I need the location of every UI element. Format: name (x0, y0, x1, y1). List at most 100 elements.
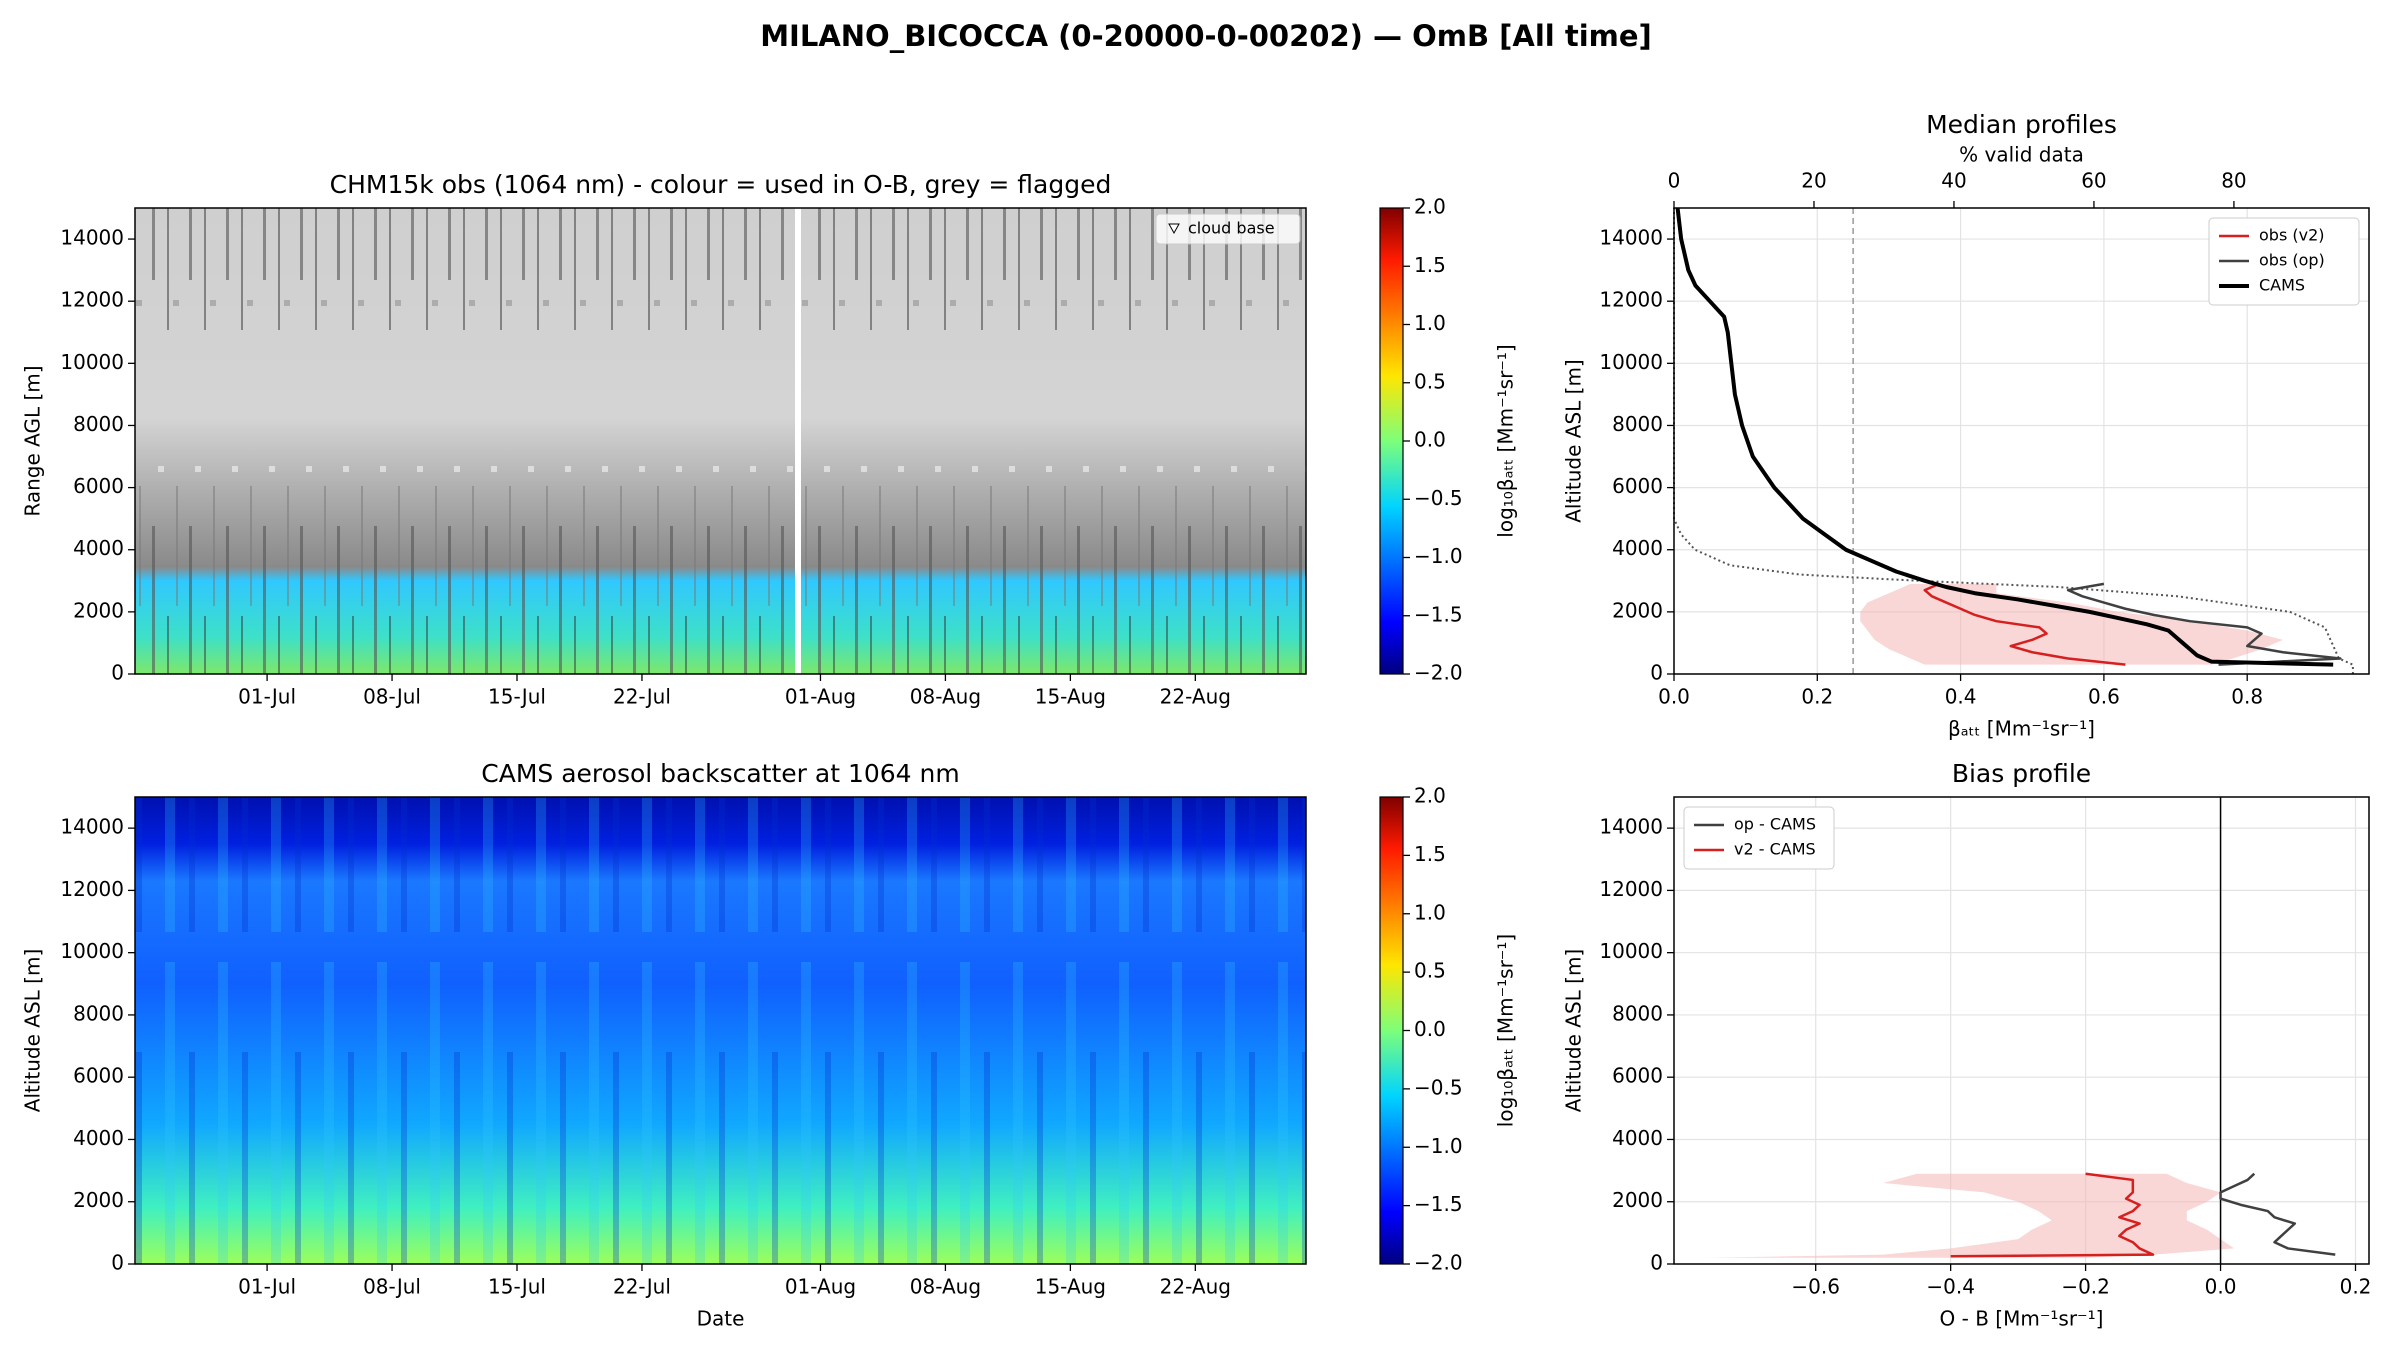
x2-tick-label: 0 (1668, 169, 1681, 193)
colorbar-tick-label: 1.5 (1414, 842, 1446, 866)
x-tick-label: −0.6 (1791, 1275, 1840, 1299)
x-tick-label: 15-Jul (488, 1275, 546, 1299)
x-tick-label: 22-Aug (1160, 1275, 1231, 1299)
y-tick-label: 12000 (60, 288, 124, 312)
colorbar-tick-label: 0.0 (1414, 428, 1446, 452)
y-tick-label: 10000 (60, 939, 124, 963)
subplot-title: Bias profile (1952, 759, 2091, 788)
colorbar-tick-label: 1.0 (1414, 311, 1446, 335)
profile-line (1675, 207, 2334, 667)
x-tick-label: 01-Aug (785, 685, 856, 709)
x2-tick-label: 20 (1801, 169, 1826, 193)
x2-tick-label: 40 (1941, 169, 1966, 193)
x-tick-label: 15-Jul (488, 685, 546, 709)
y-tick-label: 8000 (1612, 1001, 1663, 1025)
y-tick-label: 6000 (73, 474, 124, 498)
x-tick-label: 08-Jul (363, 1275, 421, 1299)
colorbar-tick-label: −1.5 (1414, 1192, 1463, 1216)
x-axis-label: βₐₜₜ [Mm⁻¹sr⁻¹] (1948, 717, 2095, 741)
colorbar-tick-label: −2.0 (1414, 1251, 1463, 1275)
x-tick-label: 0.2 (1801, 685, 1833, 709)
axes-frame (134, 796, 1307, 1265)
y-tick-label: 10000 (1599, 350, 1663, 374)
legend: cloud base (1155, 213, 1301, 245)
x-tick-label: 15-Aug (1035, 685, 1106, 709)
y-tick-label: 10000 (60, 350, 124, 374)
y-tick-label: 10000 (1599, 939, 1663, 963)
legend-marker (1168, 223, 1180, 235)
y-axis-label: Range AGL [m] (21, 365, 45, 516)
y-tick-label: 6000 (1612, 1064, 1663, 1088)
colorbar-tick-label: −1.5 (1414, 602, 1463, 626)
valid-data-line (1673, 208, 2354, 674)
y-axis-label: Altitude ASL [m] (21, 949, 45, 1112)
x-tick-label: 0.6 (2088, 685, 2120, 709)
y-tick-label: 2000 (1612, 1188, 1663, 1212)
heatmap-image (135, 208, 1306, 674)
colorbar-tick-label: 2.0 (1414, 195, 1446, 219)
y-tick-label: 12000 (1599, 877, 1663, 901)
subplot-title: CHM15k obs (1064 nm) - colour = used in … (330, 170, 1112, 199)
y-tick-label: 0 (1650, 1251, 1663, 1275)
x-tick-label: −0.4 (1926, 1275, 1975, 1299)
legend: op - CAMS v2 - CAMS (1683, 806, 1835, 870)
colorbar (1379, 207, 1404, 675)
x-tick-label: 01-Jul (238, 1275, 296, 1299)
y-tick-label: 12000 (60, 877, 124, 901)
y-tick-label: 0 (1650, 661, 1663, 685)
x-tick-label: 22-Jul (613, 1275, 671, 1299)
y-tick-label: 6000 (1612, 474, 1663, 498)
y-tick-label: 6000 (73, 1064, 124, 1088)
profile-line (1923, 582, 2126, 666)
colorbar-tick-label: −1.0 (1414, 544, 1463, 568)
y-tick-label: 14000 (60, 815, 124, 839)
colorbar (1379, 796, 1404, 1265)
axes-frame (1673, 796, 2370, 1265)
x-tick-label: 0.8 (2231, 685, 2263, 709)
y-tick-label: 14000 (1599, 226, 1663, 250)
colorbar-tick-label: 1.5 (1414, 253, 1446, 277)
x-tick-label: 08-Aug (910, 1275, 981, 1299)
y-tick-label: 14000 (60, 226, 124, 250)
heatmap-image (135, 797, 1306, 1264)
x-tick-label: −0.2 (2061, 1275, 2110, 1299)
subplot-title: Median profiles (1926, 110, 2117, 139)
colorbar-tick-label: −0.5 (1414, 1075, 1463, 1099)
legend-box (1683, 806, 1835, 870)
subplot-title: CAMS aerosol backscatter at 1064 nm (481, 759, 959, 788)
colorbar-tick-label: −2.0 (1414, 661, 1463, 685)
y-axis-label: Altitude ASL [m] (1562, 359, 1586, 522)
legend-label: cloud base (1188, 219, 1275, 238)
axes-frame (134, 207, 1307, 675)
y-tick-label: 12000 (1599, 288, 1663, 312)
profile-line (2066, 582, 2342, 666)
colorbar-tick-label: 0.5 (1414, 369, 1446, 393)
y-axis-label: Altitude ASL [m] (1562, 949, 1586, 1112)
colorbar-tick-label: 0.5 (1414, 959, 1446, 983)
profile-line (2219, 1172, 2336, 1256)
y-tick-label: 8000 (1612, 412, 1663, 436)
y-tick-label: 2000 (73, 1188, 124, 1212)
x-tick-label: 22-Jul (613, 685, 671, 709)
colorbar-tick-label: −1.0 (1414, 1134, 1463, 1158)
x-tick-label: 15-Aug (1035, 1275, 1106, 1299)
x-tick-label: 01-Aug (785, 1275, 856, 1299)
y-tick-label: 4000 (73, 1126, 124, 1150)
x2-tick-label: 60 (2081, 169, 2106, 193)
colorbar-tick-label: −0.5 (1414, 486, 1463, 510)
colorbar-tick-label: 2.0 (1414, 784, 1446, 808)
y-tick-label: 4000 (1612, 536, 1663, 560)
axes-frame (1673, 207, 2370, 675)
spread-band (1707, 1173, 2235, 1258)
legend-box (1155, 213, 1301, 245)
legend-label: obs (v2) (2259, 226, 2325, 245)
x-axis-label: O - B [Mm⁻¹sr⁻¹] (1940, 1307, 2104, 1331)
legend-label: CAMS (2259, 276, 2305, 295)
x2-tick-label: 80 (2221, 169, 2246, 193)
colorbar-label: log₁₀βₐₜₜ [Mm⁻¹sr⁻¹] (1494, 934, 1518, 1127)
y-tick-label: 4000 (73, 536, 124, 560)
y-tick-label: 0 (111, 661, 124, 685)
legend-box (2208, 217, 2360, 306)
x-axis-label: Date (697, 1307, 745, 1331)
